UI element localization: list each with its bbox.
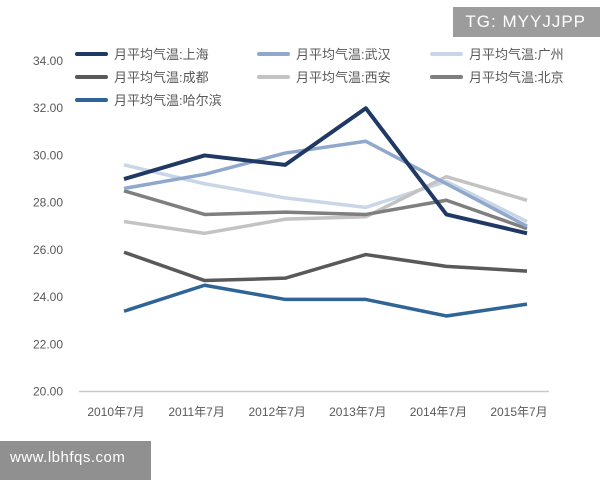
x-axis-tick-label: 2010年7月 xyxy=(87,405,144,419)
series-line-1 xyxy=(123,139,528,228)
series-line-4 xyxy=(123,174,528,236)
y-axis-tick-label: 22.00 xyxy=(33,337,63,351)
y-axis-tick-label: 26.00 xyxy=(33,243,63,257)
y-axis-tick-label: 30.00 xyxy=(33,148,63,162)
x-axis-tick-label: 2012年7月 xyxy=(249,405,306,419)
y-axis-tick-label: 34.00 xyxy=(33,54,63,68)
y-axis-tick-label: 28.00 xyxy=(33,196,63,210)
series-line-0 xyxy=(123,106,528,236)
y-axis-tick-label: 20.00 xyxy=(33,385,63,399)
x-axis-tick-label: 2014年7月 xyxy=(410,405,467,419)
y-axis-tick-label: 32.00 xyxy=(33,101,63,115)
x-axis-tick-label: 2011年7月 xyxy=(168,405,224,419)
x-axis-tick-label: 2015年7月 xyxy=(490,405,547,419)
tg-badge: TG: MYYJJPP xyxy=(453,7,600,37)
watermark: www.lbhfqs.com xyxy=(0,441,152,480)
series-line-5 xyxy=(123,189,528,231)
series-line-2 xyxy=(123,163,528,224)
series-line-6 xyxy=(123,283,528,318)
y-axis-tick-label: 24.00 xyxy=(33,290,63,304)
x-axis-tick-label: 2013年7月 xyxy=(329,405,386,419)
series-line-3 xyxy=(123,250,528,283)
